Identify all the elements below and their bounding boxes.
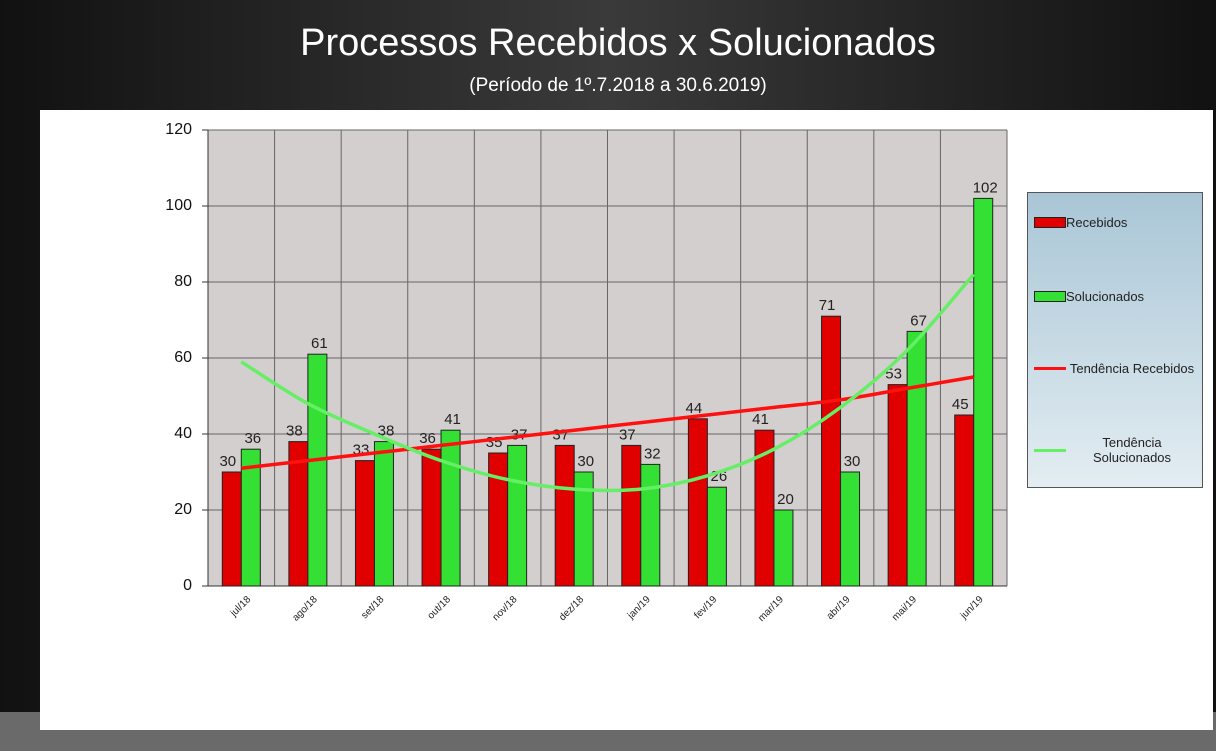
bar (507, 444, 528, 587)
data-label: 38 (286, 423, 303, 440)
legend-swatch (1034, 448, 1066, 452)
bar (354, 460, 375, 587)
data-label: 41 (752, 411, 769, 428)
y-tick-label: 0 (183, 577, 192, 594)
chart-subtitle: (Período de 1º.7.2018 a 30.6.2019) (469, 75, 766, 96)
data-label: 30 (577, 453, 594, 470)
data-label: 67 (910, 312, 927, 329)
data-label: 36 (419, 430, 436, 447)
bar (754, 429, 775, 587)
data-label: 20 (777, 491, 794, 508)
y-tick-label: 60 (174, 349, 192, 366)
data-label: 32 (644, 445, 661, 462)
data-label: 61 (311, 335, 328, 352)
data-label: 53 (885, 366, 902, 383)
trend-line (241, 375, 975, 470)
bar (221, 471, 242, 587)
legend-label: Solucionados (1066, 289, 1145, 304)
legend-label: Tendência Recebidos (1069, 361, 1195, 376)
data-label: 45 (952, 396, 969, 413)
legend-item: Tendência Solucionados (1034, 435, 1198, 465)
bar (840, 471, 861, 587)
trend-line (240, 273, 976, 493)
bar (973, 197, 994, 587)
legend-swatch (1034, 291, 1066, 302)
legend-swatch (1034, 217, 1066, 228)
legend-item: Solucionados (1034, 289, 1198, 304)
bar (906, 330, 927, 587)
bar (640, 463, 661, 587)
data-label: 37 (619, 426, 636, 443)
data-label: 37 (552, 426, 569, 443)
bar (421, 448, 442, 587)
data-label: 35 (486, 434, 503, 451)
bar (954, 414, 975, 587)
legend-item: Tendência Recebidos (1034, 361, 1198, 376)
bar (821, 315, 842, 587)
legend-label: Tendência Solucionados (1092, 435, 1172, 465)
legend: Recebidos Solucionados Tendência Recebidos… (1027, 192, 1203, 488)
y-tick-label: 80 (174, 273, 192, 290)
bar (773, 509, 794, 587)
bar (554, 444, 575, 587)
bar (373, 441, 394, 587)
data-label: 102 (973, 179, 998, 196)
bar (488, 452, 509, 587)
data-label: 30 (219, 453, 236, 470)
bar (573, 471, 594, 587)
data-label: 30 (844, 453, 861, 470)
chart-title: Processos Recebidos x Solucionados (300, 22, 936, 64)
y-tick-label: 40 (174, 425, 192, 442)
legend-swatch (1034, 367, 1066, 370)
y-tick-label: 100 (165, 197, 192, 214)
bar (887, 384, 908, 587)
bar (240, 448, 261, 587)
bar (440, 429, 461, 587)
data-label: 44 (686, 400, 703, 417)
y-tick-label: 120 (165, 121, 192, 138)
bar (621, 444, 642, 587)
bar (687, 418, 708, 587)
bar (307, 353, 328, 587)
legend-item: Recebidos (1034, 215, 1198, 230)
y-tick-label: 20 (174, 501, 192, 518)
bar (706, 486, 727, 587)
data-label: 71 (819, 297, 836, 314)
legend-label: Recebidos (1066, 215, 1128, 230)
data-label: 36 (244, 430, 261, 447)
data-label: 41 (444, 411, 461, 428)
